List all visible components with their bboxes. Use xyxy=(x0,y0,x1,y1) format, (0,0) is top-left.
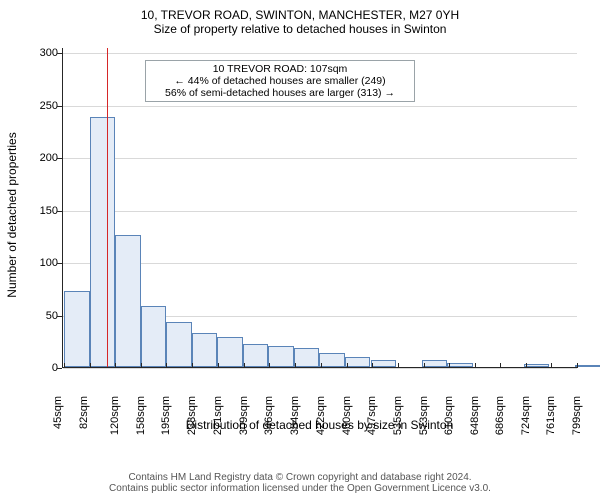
y-tick-column: 050100150200250300 xyxy=(0,48,62,368)
histogram-bar xyxy=(90,117,116,367)
histogram-bar xyxy=(319,353,345,367)
y-tick-label: 250 xyxy=(40,100,58,112)
y-tick-label: 200 xyxy=(40,152,58,164)
y-tick-label: 100 xyxy=(40,257,58,269)
gridline-h xyxy=(63,158,577,159)
annotation-line-2: ← 44% of detached houses are smaller (24… xyxy=(150,75,410,87)
histogram-bar xyxy=(294,348,320,367)
chart-title: 10, TREVOR ROAD, SWINTON, MANCHESTER, M2… xyxy=(0,8,600,36)
footer: Contains HM Land Registry data © Crown c… xyxy=(0,472,600,494)
y-tick-label: 50 xyxy=(46,310,58,322)
histogram-bar xyxy=(166,322,192,367)
annotation-box: 10 TREVOR ROAD: 107sqm← 44% of detached … xyxy=(145,60,415,102)
histogram-bar xyxy=(447,363,473,367)
x-tick-mark xyxy=(577,363,578,368)
gridline-h xyxy=(63,106,577,107)
x-axis-label: Distribution of detached houses by size … xyxy=(62,418,577,432)
histogram-bar xyxy=(243,344,269,367)
histogram-bar xyxy=(524,364,550,367)
histogram-bar xyxy=(371,360,397,367)
histogram-bar xyxy=(422,360,448,367)
histogram-bar xyxy=(268,346,294,367)
annotation-line-3: 56% of semi-detached houses are larger (… xyxy=(150,87,410,99)
y-tick-label: 0 xyxy=(52,362,58,374)
footer-line1: Contains HM Land Registry data © Crown c… xyxy=(0,472,600,483)
histogram-bar xyxy=(345,357,371,367)
histogram-bar xyxy=(115,235,141,367)
gridline-h xyxy=(63,53,577,54)
histogram-bar xyxy=(575,365,600,367)
y-tick-label: 300 xyxy=(40,47,58,59)
histogram-bar xyxy=(64,291,90,367)
y-tick-label: 150 xyxy=(40,205,58,217)
footer-line2: Contains public sector information licen… xyxy=(0,483,600,494)
title-line1: 10, TREVOR ROAD, SWINTON, MANCHESTER, M2… xyxy=(0,8,600,22)
title-line2: Size of property relative to detached ho… xyxy=(0,22,600,36)
gridline-h xyxy=(63,211,577,212)
histogram-bar xyxy=(141,306,167,367)
x-tick-row: 45sqm82sqm120sqm158sqm195sqm233sqm271sqm… xyxy=(62,368,577,418)
histogram-bar xyxy=(217,337,243,367)
property-marker-line xyxy=(107,48,108,367)
histogram-bar xyxy=(192,333,218,367)
annotation-line-1: 10 TREVOR ROAD: 107sqm xyxy=(150,63,410,75)
